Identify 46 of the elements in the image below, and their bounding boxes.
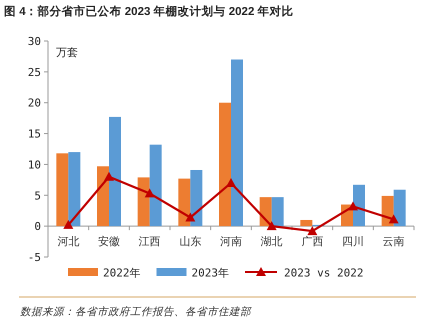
- x-tick-label: 河南: [220, 235, 242, 248]
- point: [63, 220, 74, 229]
- point: [388, 214, 399, 224]
- bar: [231, 60, 243, 226]
- point: [144, 188, 155, 198]
- bar: [394, 190, 406, 226]
- x-tick-label: 山东: [179, 235, 202, 248]
- y-tick-label: 0: [34, 220, 41, 234]
- point: [226, 178, 236, 187]
- x-tick-label: 湖北: [260, 235, 283, 248]
- bar: [56, 153, 68, 226]
- bar: [219, 102, 231, 226]
- source-note: 数据来源：各省市政府工作报告、各省市住建部: [20, 306, 252, 318]
- y-tick-label: 20: [28, 96, 41, 110]
- y-tick-label: 5: [34, 189, 41, 202]
- point: [185, 212, 196, 222]
- point: [307, 226, 318, 236]
- bar: [109, 116, 121, 226]
- bar: [300, 220, 312, 226]
- bar: [190, 170, 202, 226]
- bar: [272, 197, 284, 226]
- bar: [138, 177, 150, 226]
- y-tick-label: 10: [28, 158, 41, 172]
- y-tick-label: 25: [28, 66, 41, 79]
- point: [348, 201, 358, 210]
- x-tick-label: 四川: [342, 235, 364, 248]
- legend-label: 2022年: [103, 266, 140, 280]
- x-tick-label: 云南: [382, 235, 405, 248]
- bar: [353, 184, 365, 226]
- y-axis-title: 万套: [56, 47, 78, 59]
- legend-label: 2023年: [192, 266, 229, 280]
- x-tick-label: 河北: [57, 235, 80, 248]
- point: [266, 221, 277, 230]
- y-tick-label: 15: [28, 128, 41, 141]
- bar: [150, 144, 162, 226]
- y-tick-label: -5: [28, 251, 41, 264]
- bar: [97, 166, 109, 226]
- bar: [68, 152, 80, 226]
- x-tick-label: 江西: [138, 236, 161, 248]
- y-tick-label: 30: [28, 35, 41, 48]
- x-tick-label: 安徽: [98, 235, 120, 248]
- bar: [178, 178, 190, 226]
- chart-title: 图 4：部分省市已公布 2023 年棚改计划与 2022 年对比: [4, 4, 294, 18]
- point: [104, 172, 114, 181]
- legend-label: 2023 vs 2022: [284, 266, 364, 280]
- x-tick-label: 广西: [301, 235, 324, 248]
